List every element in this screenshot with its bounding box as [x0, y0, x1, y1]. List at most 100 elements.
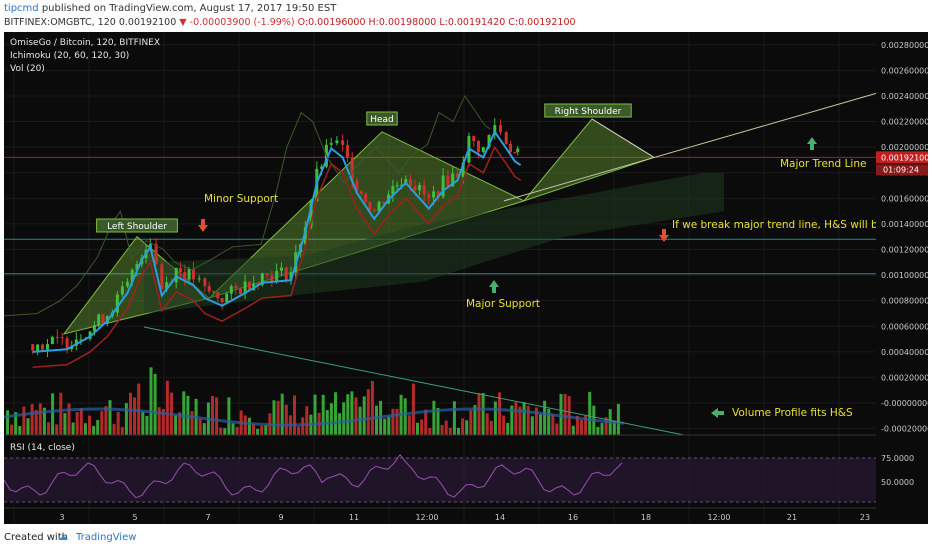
- volume-bar: [424, 409, 428, 435]
- change-arrow-icon: ▼: [179, 17, 187, 28]
- volume-bar: [153, 373, 157, 435]
- volume-bar: [329, 403, 333, 435]
- candle-body: [481, 147, 485, 152]
- candle-body: [31, 344, 35, 351]
- volume-bar: [440, 425, 444, 435]
- volume-bar: [563, 393, 567, 435]
- volume-bar: [211, 395, 214, 435]
- candle-body: [329, 143, 333, 145]
- candle-body: [391, 186, 395, 195]
- candle-body: [260, 273, 264, 285]
- volume-bar: [59, 392, 63, 435]
- candle-body: [516, 148, 520, 153]
- volume-bar: [190, 411, 194, 435]
- candle-body: [45, 344, 49, 350]
- volume-bar: [243, 415, 247, 435]
- volume-bar: [256, 428, 260, 435]
- candle-body: [265, 273, 269, 276]
- volume-trend-line: [143, 326, 685, 436]
- volume-bar: [375, 405, 378, 435]
- volume-bar: [387, 416, 391, 435]
- volume-bar: [366, 389, 370, 435]
- volume-bar: [129, 392, 132, 435]
- price-tick: 0.00220000: [881, 118, 928, 127]
- ohlc-open: O:0.00196000: [297, 17, 366, 28]
- volume-bar: [10, 424, 14, 435]
- candle-body: [135, 264, 139, 270]
- volume-bar: [149, 367, 153, 435]
- candle-body: [229, 286, 233, 294]
- time-tick: 3: [59, 513, 64, 522]
- volume-bar: [301, 417, 305, 435]
- author-link[interactable]: tipcmd: [4, 3, 39, 14]
- candle-body: [355, 180, 359, 192]
- kijun-line: [32, 145, 522, 368]
- price-tick: 0.00260000: [881, 66, 928, 75]
- candle-body: [130, 269, 134, 282]
- volume-bar: [407, 415, 411, 435]
- tradingview-brand-link[interactable]: TradingView: [76, 532, 137, 543]
- volume-bar: [38, 403, 42, 435]
- volume-bar: [485, 413, 489, 435]
- tenkan-line: [32, 129, 522, 353]
- symbol-label: BITFINEX:OMGBTC, 120: [4, 17, 116, 28]
- major-trend-line: [503, 92, 877, 202]
- volume-bar: [600, 423, 604, 435]
- volume-bar: [112, 423, 116, 435]
- candle-body: [187, 268, 191, 280]
- candle-body: [165, 282, 169, 290]
- candle-body: [120, 286, 124, 295]
- price-tick: 0.00140000: [881, 220, 928, 229]
- candle-body: [97, 314, 101, 326]
- volume-bar: [518, 406, 522, 435]
- volume-bar: [321, 394, 325, 435]
- volume-bar: [547, 408, 551, 435]
- minor-support-label: Minor Support: [204, 193, 278, 205]
- volume-bar: [272, 400, 276, 435]
- minor-support-arrow-icon-stem: [201, 219, 205, 225]
- candle-body: [345, 144, 349, 158]
- volume-bar: [411, 383, 415, 435]
- time-tick: 9: [278, 513, 283, 522]
- volume-bar: [510, 405, 514, 435]
- volume-bar: [219, 427, 223, 435]
- candle-body: [183, 272, 187, 280]
- volume-bar: [79, 408, 83, 435]
- volume-bar: [247, 417, 251, 435]
- candle-body: [335, 140, 339, 144]
- trend-line-arrow-icon: [807, 137, 817, 144]
- candle-body: [504, 132, 508, 144]
- ichimoku-legend: Ichimoku (20, 60, 120, 30): [10, 51, 130, 61]
- price-axis-bg: [876, 32, 928, 524]
- candle-body: [115, 294, 119, 313]
- candle-body: [125, 281, 129, 287]
- candle-body: [309, 201, 313, 228]
- price-tick: 0.00040000: [881, 348, 928, 357]
- volume-bar: [551, 414, 555, 435]
- volume-bar: [108, 400, 112, 435]
- volume-bar: [473, 405, 477, 435]
- volume-bar: [157, 407, 161, 435]
- left-shoulder-label: Left Shoulder: [107, 222, 167, 232]
- volume-bar: [362, 396, 366, 435]
- volume-bar: [506, 422, 510, 435]
- chart-canvas[interactable]: Head Left Shoulder Right Shoulder Minor Sup…: [4, 32, 928, 524]
- volume-bar: [342, 402, 346, 435]
- volume-bar: [96, 419, 100, 435]
- candle-body: [451, 173, 455, 187]
- volume-bar: [297, 426, 301, 435]
- candle-body: [422, 184, 426, 195]
- rsi-pane: [4, 434, 928, 503]
- volume-bar: [120, 427, 124, 435]
- volume-bar: [202, 423, 206, 435]
- volume-bar: [534, 407, 538, 435]
- volume-note-label: Volume Profile fits H&S: [732, 407, 853, 419]
- candle-body: [461, 162, 465, 178]
- candle-body: [418, 184, 422, 191]
- volume-bar: [448, 427, 452, 435]
- chart-area[interactable]: Head Left Shoulder Right Shoulder Minor Sup…: [4, 32, 928, 524]
- break-arrow-icon: [659, 235, 669, 242]
- volume-legend: Vol (20): [10, 64, 45, 74]
- volume-bar: [338, 413, 342, 435]
- volume-bar: [174, 415, 178, 435]
